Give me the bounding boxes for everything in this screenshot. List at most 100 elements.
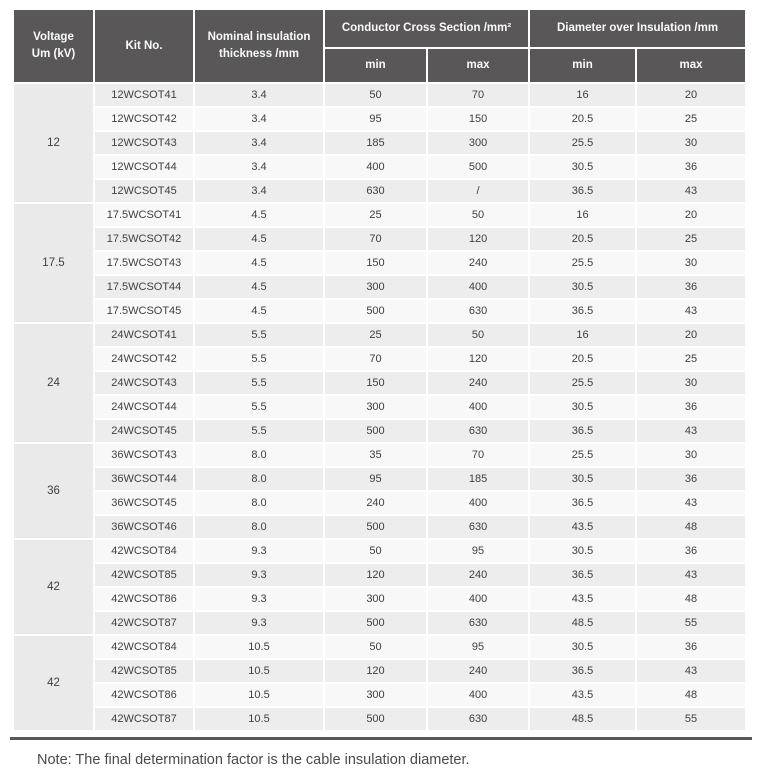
thickness-cell: 4.5: [195, 276, 325, 300]
doi-max-cell: 43: [637, 300, 746, 324]
ccs-max-cell: 150: [428, 108, 531, 132]
doi-max-cell: 20: [637, 324, 746, 348]
doi-max-cell: 30: [637, 252, 746, 276]
ccs-max-cell: 50: [428, 204, 531, 228]
spec-table: Voltage Um (kV) Kit No. Nominal insulati…: [14, 10, 746, 732]
doi-max-cell: 36: [637, 156, 746, 180]
table-row: 17.5 17.5WCSOT41 4.5 25 50 16 20: [14, 204, 746, 324]
kit-no-cell: 17.5WCSOT45: [95, 300, 195, 324]
thickness-cell: 3.4: [195, 132, 325, 156]
doi-min-cell: 36.5: [530, 492, 638, 516]
thickness-cell: 3.4: [195, 156, 325, 180]
ccs-max-cell: 120: [428, 348, 531, 372]
ccs-min-cell: 300: [325, 588, 428, 612]
table-row: 42WCSOT85 10.5 120 240 36.5 43: [14, 660, 746, 684]
thickness-cell: 5.5: [195, 348, 325, 372]
thickness-cell: 4.5: [195, 204, 325, 228]
table-row: 24WCSOT45 5.5 500 630 36.5 43: [14, 420, 746, 444]
thickness-cell: 5.5: [195, 396, 325, 420]
ccs-max-cell: 240: [428, 564, 531, 588]
table-row: 42 42WCSOT84 9.3 50 95 30.5 36: [14, 540, 746, 636]
table-row: 17.5WCSOT42 4.5 70 120 20.5 25: [14, 228, 746, 252]
kit-no-cell: 36WCSOT44: [95, 468, 195, 492]
ccs-max-cell: 630: [428, 420, 531, 444]
table-row: 42WCSOT85 9.3 120 240 36.5 43: [14, 564, 746, 588]
table-row: 24WCSOT42 5.5 70 120 20.5 25: [14, 348, 746, 372]
doi-max-cell: 43: [637, 660, 746, 684]
thickness-cell: 10.5: [195, 660, 325, 684]
doi-min-cell: 36.5: [530, 180, 638, 204]
kit-no-cell: 24WCSOT42: [95, 348, 195, 372]
thickness-cell: 3.4: [195, 180, 325, 204]
doi-max-cell: 25: [637, 348, 746, 372]
thickness-cell: 5.5: [195, 420, 325, 444]
thickness-cell: 5.5: [195, 372, 325, 396]
doi-min-cell: 36.5: [530, 660, 638, 684]
table-row: 42WCSOT87 10.5 500 630 48.5 55: [14, 708, 746, 732]
doi-min-cell: 16: [530, 324, 638, 348]
kit-no-cell: 12WCSOT42: [95, 108, 195, 132]
kit-no-cell: 42WCSOT86: [95, 588, 195, 612]
kit-no-cell: 17.5WCSOT41: [95, 204, 195, 228]
doi-min-cell: 25.5: [530, 444, 638, 468]
table-row: 24WCSOT44 5.5 300 400 30.5 36: [14, 396, 746, 420]
ccs-max-cell: 400: [428, 492, 531, 516]
table-row: 42WCSOT86 10.5 300 400 43.5 48: [14, 684, 746, 708]
table-row: 42WCSOT87 9.3 500 630 48.5 55: [14, 612, 746, 636]
kit-no-cell: 42WCSOT85: [95, 660, 195, 684]
doi-min-cell: 36.5: [530, 300, 638, 324]
ccs-max-header: max: [428, 49, 531, 84]
thickness-cell: 3.4: [195, 84, 325, 108]
table-row: 12WCSOT45 3.4 630/36.5 43: [14, 180, 746, 204]
thickness-cell: 8.0: [195, 492, 325, 516]
ccs-max-cell: 95: [428, 636, 531, 660]
ccs-max-cell: 630: [428, 708, 531, 732]
ccs-min-cell: 50: [325, 540, 428, 564]
ccs-min-cell: 95: [325, 468, 428, 492]
ccs-max-cell: 240: [428, 252, 531, 276]
table-row: 24WCSOT43 5.5 150 240 25.5 30: [14, 372, 746, 396]
voltage-cell: 36: [14, 444, 95, 540]
table-row: 24 24WCSOT41 5.5 25 50 16 20: [14, 324, 746, 444]
ccs-max-cell: 630: [428, 516, 531, 540]
table-row: 17.5WCSOT45 4.5 500 630 36.5 43: [14, 300, 746, 324]
doi-max-cell: 43: [637, 420, 746, 444]
doi-min-cell: 48.5: [530, 708, 638, 732]
doi-min-cell: 43.5: [530, 684, 638, 708]
doi-max-cell: 36: [637, 468, 746, 492]
doi-max-cell: 48: [637, 516, 746, 540]
doi-max-cell: 36: [637, 396, 746, 420]
table-row: 36WCSOT46 8.0 500 630 43.5 48: [14, 516, 746, 540]
ccs-max-cell: 50: [428, 324, 531, 348]
thickness-cell: 5.5: [195, 324, 325, 348]
ccs-max-cell: 95: [428, 540, 531, 564]
doi-min-cell: 30.5: [530, 468, 638, 492]
table-bottom-rule: [10, 737, 752, 740]
doi-min-cell: 30.5: [530, 396, 638, 420]
voltage-cell: 17.5: [14, 204, 95, 324]
table-row: 42 42WCSOT84 10.5 50 95 30.5 36: [14, 636, 746, 732]
doi-min-cell: 25.5: [530, 252, 638, 276]
doi-min-cell: 36.5: [530, 420, 638, 444]
kit-no-cell: 17.5WCSOT42: [95, 228, 195, 252]
doi-max-cell: 43: [637, 180, 746, 204]
table-row: 12 12WCSOT41 3.4 50 70 16 20: [14, 84, 746, 204]
ccs-max-cell: 400: [428, 276, 531, 300]
ccs-min-cell: 35: [325, 444, 428, 468]
kit-no-cell: 36WCSOT45: [95, 492, 195, 516]
doi-max-cell: 43: [637, 564, 746, 588]
ccs-max-cell: 70: [428, 444, 531, 468]
spec-table-header: Voltage Um (kV) Kit No. Nominal insulati…: [14, 10, 746, 84]
thickness-cell: 4.5: [195, 300, 325, 324]
ccs-min-cell: 500: [325, 420, 428, 444]
spec-table-body: 12 12WCSOT41 3.4 50 70 16 20 12WCSOT42 3.4 95 150 2…: [14, 84, 746, 732]
ccs-min-cell: 70: [325, 348, 428, 372]
kit-no-cell: 12WCSOT43: [95, 132, 195, 156]
doi-max-cell: 30: [637, 132, 746, 156]
kit-no-cell: 42WCSOT86: [95, 684, 195, 708]
thickness-cell: 10.5: [195, 708, 325, 732]
doi-min-cell: 16: [530, 84, 638, 108]
doi-max-cell: 30: [637, 372, 746, 396]
ccs-min-cell: 25: [325, 324, 428, 348]
